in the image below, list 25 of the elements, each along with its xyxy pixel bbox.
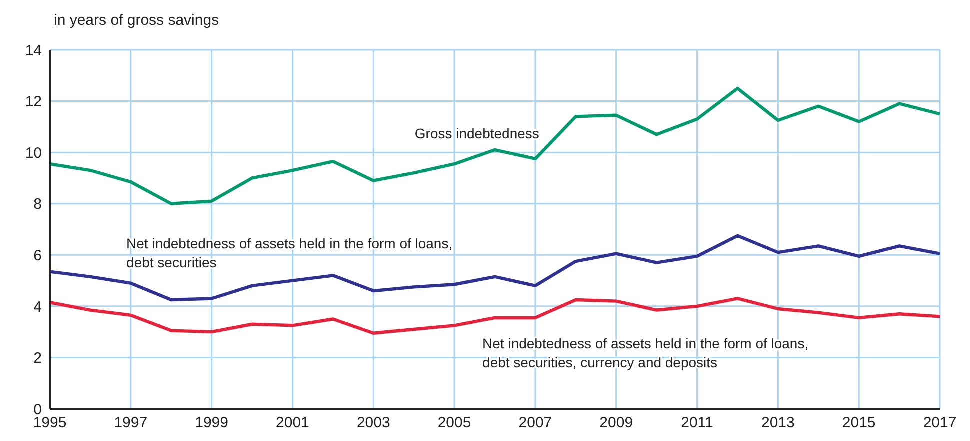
series-label: Net indebtedness of assets held in the form of loans, debt securities <box>126 236 453 270</box>
x-tick-label: 2007 <box>518 414 552 432</box>
series-label: Gross indebtedness <box>414 125 540 142</box>
line-series <box>50 234 940 302</box>
x-tick-label: 2005 <box>438 414 472 432</box>
line-series <box>50 297 940 335</box>
x-tick-label: 2001 <box>276 414 310 432</box>
y-tick-label: 8 <box>34 196 42 214</box>
y-axis-title: in years of gross savings <box>54 12 220 29</box>
y-tick-label: 10 <box>25 144 42 162</box>
x-tick-label: 1999 <box>195 414 229 432</box>
y-tick-label: 12 <box>25 94 42 111</box>
y-tick-label: 6 <box>34 247 42 264</box>
y-tick-label: 2 <box>34 350 42 368</box>
x-tick-label: 1997 <box>114 414 148 432</box>
x-tick-label: 2011 <box>681 414 714 432</box>
line-series <box>50 86 940 206</box>
y-tick-label: 4 <box>34 298 42 316</box>
y-tick-label: 14 <box>25 42 42 60</box>
x-tick-label: 2017 <box>923 414 957 432</box>
series-label: Net indebtedness of assets held in the form of loans, debt securities, currency and deposits <box>482 336 809 371</box>
x-tick-label: 2009 <box>600 414 634 432</box>
x-tick-label: 2015 <box>842 414 876 432</box>
x-tick-label: 2003 <box>356 414 390 432</box>
x-tick-label: 2013 <box>761 414 795 432</box>
